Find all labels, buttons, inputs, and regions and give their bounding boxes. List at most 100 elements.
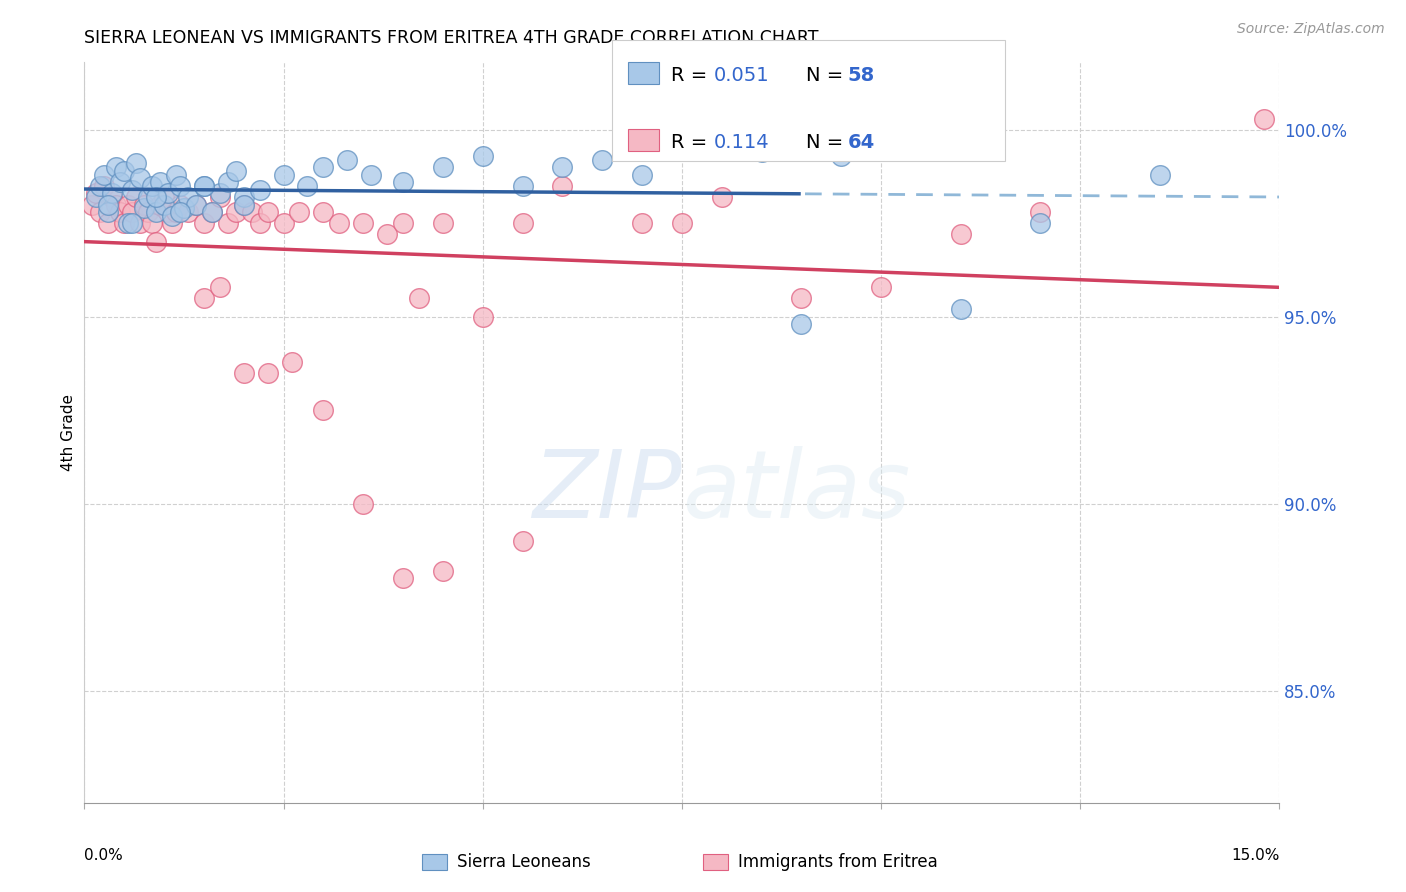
Point [153, 197, 176, 211]
Point [949, 227, 972, 242]
Text: Sierra Leoneans: Sierra Leoneans [457, 853, 591, 871]
Point [145, 190, 167, 204]
Point [110, 175, 132, 189]
Point [201, 205, 224, 219]
Point [1029, 216, 1052, 230]
Text: atlas: atlas [682, 446, 910, 537]
Point [375, 227, 398, 242]
Point [288, 205, 311, 219]
Point [184, 197, 207, 211]
Point [312, 403, 335, 417]
Point [97, 216, 120, 230]
Point [125, 156, 148, 170]
Point [336, 153, 359, 167]
Text: Immigrants from Eritrea: Immigrants from Eritrea [738, 853, 938, 871]
Text: R =: R = [671, 133, 713, 152]
Point [551, 178, 574, 193]
Point [392, 175, 415, 189]
Point [471, 149, 494, 163]
Point [149, 175, 172, 189]
Text: N =: N = [806, 66, 849, 85]
Point [105, 197, 128, 211]
Point [471, 310, 494, 324]
Point [173, 201, 195, 215]
Point [112, 216, 135, 230]
Point [117, 216, 139, 230]
Point [949, 302, 972, 317]
Point [551, 160, 574, 174]
Point [145, 205, 167, 219]
Point [117, 197, 139, 211]
Point [101, 190, 124, 204]
Point [232, 197, 254, 211]
Point [225, 164, 247, 178]
Point [184, 197, 207, 211]
Point [1149, 168, 1171, 182]
Point [169, 205, 191, 219]
Point [86, 190, 108, 204]
Point [360, 168, 382, 182]
Point [208, 186, 231, 201]
Point [217, 175, 239, 189]
Text: SIERRA LEONEAN VS IMMIGRANTS FROM ERITREA 4TH GRADE CORRELATION CHART: SIERRA LEONEAN VS IMMIGRANTS FROM ERITRE… [84, 29, 818, 47]
Point [432, 216, 454, 230]
Point [232, 197, 254, 211]
Point [249, 216, 271, 230]
Point [249, 183, 271, 197]
Point [193, 291, 215, 305]
Point [177, 205, 200, 219]
Point [225, 205, 247, 219]
Point [830, 149, 852, 163]
Point [201, 205, 224, 219]
Point [256, 366, 278, 380]
Point [177, 190, 200, 204]
Point [273, 216, 295, 230]
Point [392, 216, 415, 230]
Point [169, 197, 191, 211]
Point [125, 190, 148, 204]
Point [870, 280, 893, 294]
Point [232, 366, 254, 380]
Point [297, 178, 319, 193]
Point [112, 164, 135, 178]
Point [193, 178, 215, 193]
Point [193, 216, 215, 230]
Point [328, 216, 350, 230]
Point [141, 216, 163, 230]
Point [256, 205, 278, 219]
Point [671, 141, 693, 155]
Text: ZIP: ZIP [533, 446, 682, 537]
Point [165, 205, 187, 219]
Point [870, 141, 893, 155]
Point [312, 205, 335, 219]
Point [101, 186, 124, 201]
Point [512, 534, 534, 549]
Point [631, 216, 654, 230]
Text: 0.0%: 0.0% [84, 847, 124, 863]
Point [157, 205, 180, 219]
Point [145, 235, 167, 249]
Point [273, 168, 295, 182]
Text: 0.051: 0.051 [714, 66, 770, 85]
Text: Source: ZipAtlas.com: Source: ZipAtlas.com [1237, 22, 1385, 37]
Point [790, 291, 813, 305]
Point [352, 216, 374, 230]
Text: R =: R = [671, 66, 713, 85]
Point [97, 197, 120, 211]
Point [105, 160, 128, 174]
Y-axis label: 4th Grade: 4th Grade [60, 394, 76, 471]
Point [141, 178, 163, 193]
Point [169, 178, 191, 193]
Point [93, 178, 115, 193]
Point [432, 160, 454, 174]
Point [82, 197, 104, 211]
Point [208, 280, 231, 294]
Point [93, 168, 115, 182]
Point [232, 190, 254, 204]
Point [751, 145, 773, 160]
Point [790, 317, 813, 331]
Point [671, 216, 693, 230]
Point [121, 183, 143, 197]
Text: 0.114: 0.114 [714, 133, 770, 152]
Point [129, 216, 152, 230]
